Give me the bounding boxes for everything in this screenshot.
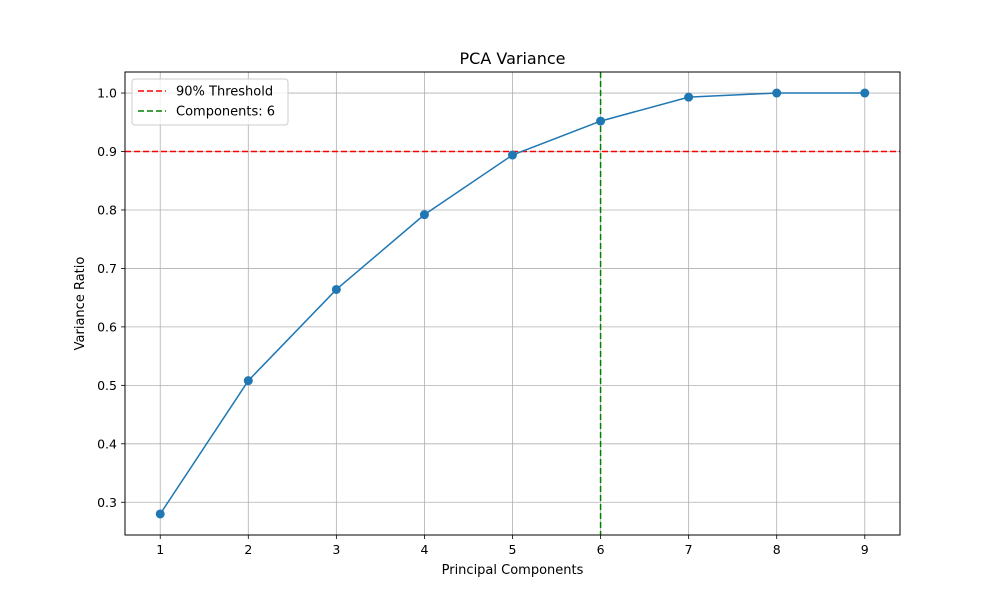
x-tick-label: 6 bbox=[597, 542, 605, 557]
x-tick-label: 2 bbox=[244, 542, 252, 557]
grid-lines bbox=[125, 72, 900, 535]
data-point bbox=[508, 150, 517, 160]
x-tick-label: 5 bbox=[509, 542, 517, 557]
y-tick-label: 0.6 bbox=[97, 319, 117, 334]
legend-box bbox=[131, 78, 289, 126]
x-tick-label: 3 bbox=[332, 542, 340, 557]
y-axis-label: Variance Ratio bbox=[73, 257, 88, 351]
x-tick-label: 9 bbox=[861, 542, 869, 557]
data-point bbox=[596, 116, 606, 126]
y-tick-label: 1.0 bbox=[97, 86, 117, 101]
data-point bbox=[243, 376, 253, 386]
data-point bbox=[155, 509, 165, 519]
data-point bbox=[860, 88, 870, 98]
y-tick-label: 0.3 bbox=[97, 495, 117, 510]
axis-ticks: 1 2 3 4 5 6 7 8 9 0.3 0.4 0.5 0.6 0.7 0.8 0.9 1.0 bbox=[97, 86, 869, 557]
legend: 90% Threshold Components: 6 bbox=[131, 78, 289, 126]
y-tick-label: 0.5 bbox=[97, 378, 117, 393]
x-tick-label: 1 bbox=[156, 542, 164, 557]
y-tick-label: 0.4 bbox=[97, 436, 117, 451]
y-tick-label: 0.9 bbox=[97, 144, 117, 159]
data-point bbox=[772, 88, 782, 98]
chart-title: PCA Variance bbox=[460, 49, 566, 68]
x-axis-label: Principal Components bbox=[442, 563, 584, 578]
x-tick-label: 7 bbox=[685, 542, 693, 557]
legend-label-components: Components: 6 bbox=[176, 105, 275, 120]
x-tick-label: 8 bbox=[773, 542, 781, 557]
series-layer bbox=[155, 88, 870, 519]
x-tick-label: 4 bbox=[420, 542, 428, 557]
y-tick-label: 0.7 bbox=[97, 261, 117, 276]
legend-label-threshold: 90% Threshold bbox=[176, 85, 273, 100]
data-point bbox=[331, 284, 341, 294]
data-point bbox=[419, 210, 429, 220]
y-tick-label: 0.8 bbox=[97, 202, 117, 217]
data-point bbox=[684, 92, 694, 102]
